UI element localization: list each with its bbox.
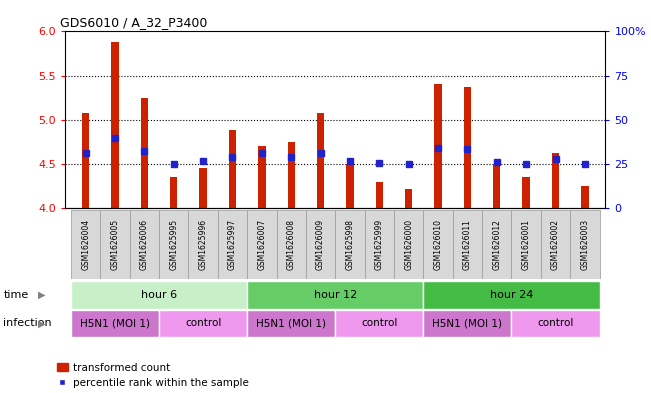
Text: GDS6010 / A_32_P3400: GDS6010 / A_32_P3400 xyxy=(60,16,207,29)
Text: control: control xyxy=(185,318,221,329)
Bar xyxy=(346,164,353,208)
Text: GSM1626008: GSM1626008 xyxy=(286,219,296,270)
Text: GSM1626006: GSM1626006 xyxy=(140,219,149,270)
Bar xyxy=(188,210,218,279)
Bar xyxy=(376,182,383,208)
Text: control: control xyxy=(537,318,574,329)
Bar xyxy=(247,281,423,309)
Bar xyxy=(199,169,207,208)
Bar xyxy=(288,142,295,208)
Bar xyxy=(130,210,159,279)
Text: H5N1 (MOI 1): H5N1 (MOI 1) xyxy=(432,318,503,329)
Bar xyxy=(170,177,178,208)
Text: hour 12: hour 12 xyxy=(314,290,357,300)
Text: GSM1625996: GSM1625996 xyxy=(199,219,208,270)
Bar xyxy=(552,153,559,208)
Text: GSM1626003: GSM1626003 xyxy=(581,219,589,270)
Bar xyxy=(71,310,159,337)
Bar xyxy=(306,210,335,279)
Bar xyxy=(247,310,335,337)
Text: GSM1625997: GSM1625997 xyxy=(228,219,237,270)
Text: GSM1626001: GSM1626001 xyxy=(521,219,531,270)
Text: hour 24: hour 24 xyxy=(490,290,533,300)
Bar xyxy=(452,210,482,279)
Text: GSM1626000: GSM1626000 xyxy=(404,219,413,270)
Bar xyxy=(159,210,188,279)
Text: GSM1626007: GSM1626007 xyxy=(257,219,266,270)
Bar xyxy=(541,210,570,279)
Bar xyxy=(512,210,541,279)
Bar xyxy=(434,84,442,208)
Bar xyxy=(317,113,324,208)
Text: time: time xyxy=(3,290,29,300)
Text: GSM1625999: GSM1625999 xyxy=(375,219,384,270)
Bar xyxy=(71,210,100,279)
Bar xyxy=(482,210,512,279)
Bar xyxy=(100,210,130,279)
Bar xyxy=(141,98,148,208)
Text: hour 6: hour 6 xyxy=(141,290,177,300)
Text: GSM1626010: GSM1626010 xyxy=(434,219,443,270)
Text: GSM1626012: GSM1626012 xyxy=(492,219,501,270)
Bar xyxy=(394,210,423,279)
Bar xyxy=(159,310,247,337)
Text: GSM1626005: GSM1626005 xyxy=(111,219,120,270)
Bar xyxy=(523,177,530,208)
Bar xyxy=(423,281,600,309)
Text: H5N1 (MOI 1): H5N1 (MOI 1) xyxy=(80,318,150,329)
Text: GSM1625995: GSM1625995 xyxy=(169,219,178,270)
Bar xyxy=(512,310,600,337)
Legend: transformed count, percentile rank within the sample: transformed count, percentile rank withi… xyxy=(57,363,249,388)
Bar xyxy=(423,210,452,279)
Bar xyxy=(82,113,89,208)
Bar xyxy=(335,210,365,279)
Text: GSM1626004: GSM1626004 xyxy=(81,219,90,270)
Bar xyxy=(71,281,247,309)
Text: GSM1626009: GSM1626009 xyxy=(316,219,325,270)
Bar xyxy=(335,310,423,337)
Text: GSM1626002: GSM1626002 xyxy=(551,219,560,270)
Bar xyxy=(229,130,236,208)
Bar xyxy=(218,210,247,279)
Bar xyxy=(405,189,412,208)
Text: infection: infection xyxy=(3,318,52,329)
Bar xyxy=(493,164,501,208)
Text: ▶: ▶ xyxy=(38,290,46,300)
Text: ▶: ▶ xyxy=(38,318,46,329)
Text: control: control xyxy=(361,318,398,329)
Bar xyxy=(258,146,266,208)
Text: H5N1 (MOI 1): H5N1 (MOI 1) xyxy=(256,318,326,329)
Bar xyxy=(570,210,600,279)
Bar xyxy=(365,210,394,279)
Bar xyxy=(277,210,306,279)
Bar xyxy=(423,310,512,337)
Bar xyxy=(464,87,471,208)
Text: GSM1625998: GSM1625998 xyxy=(346,219,354,270)
Bar xyxy=(581,186,589,208)
Bar xyxy=(247,210,277,279)
Bar xyxy=(111,42,118,208)
Text: GSM1626011: GSM1626011 xyxy=(463,219,472,270)
